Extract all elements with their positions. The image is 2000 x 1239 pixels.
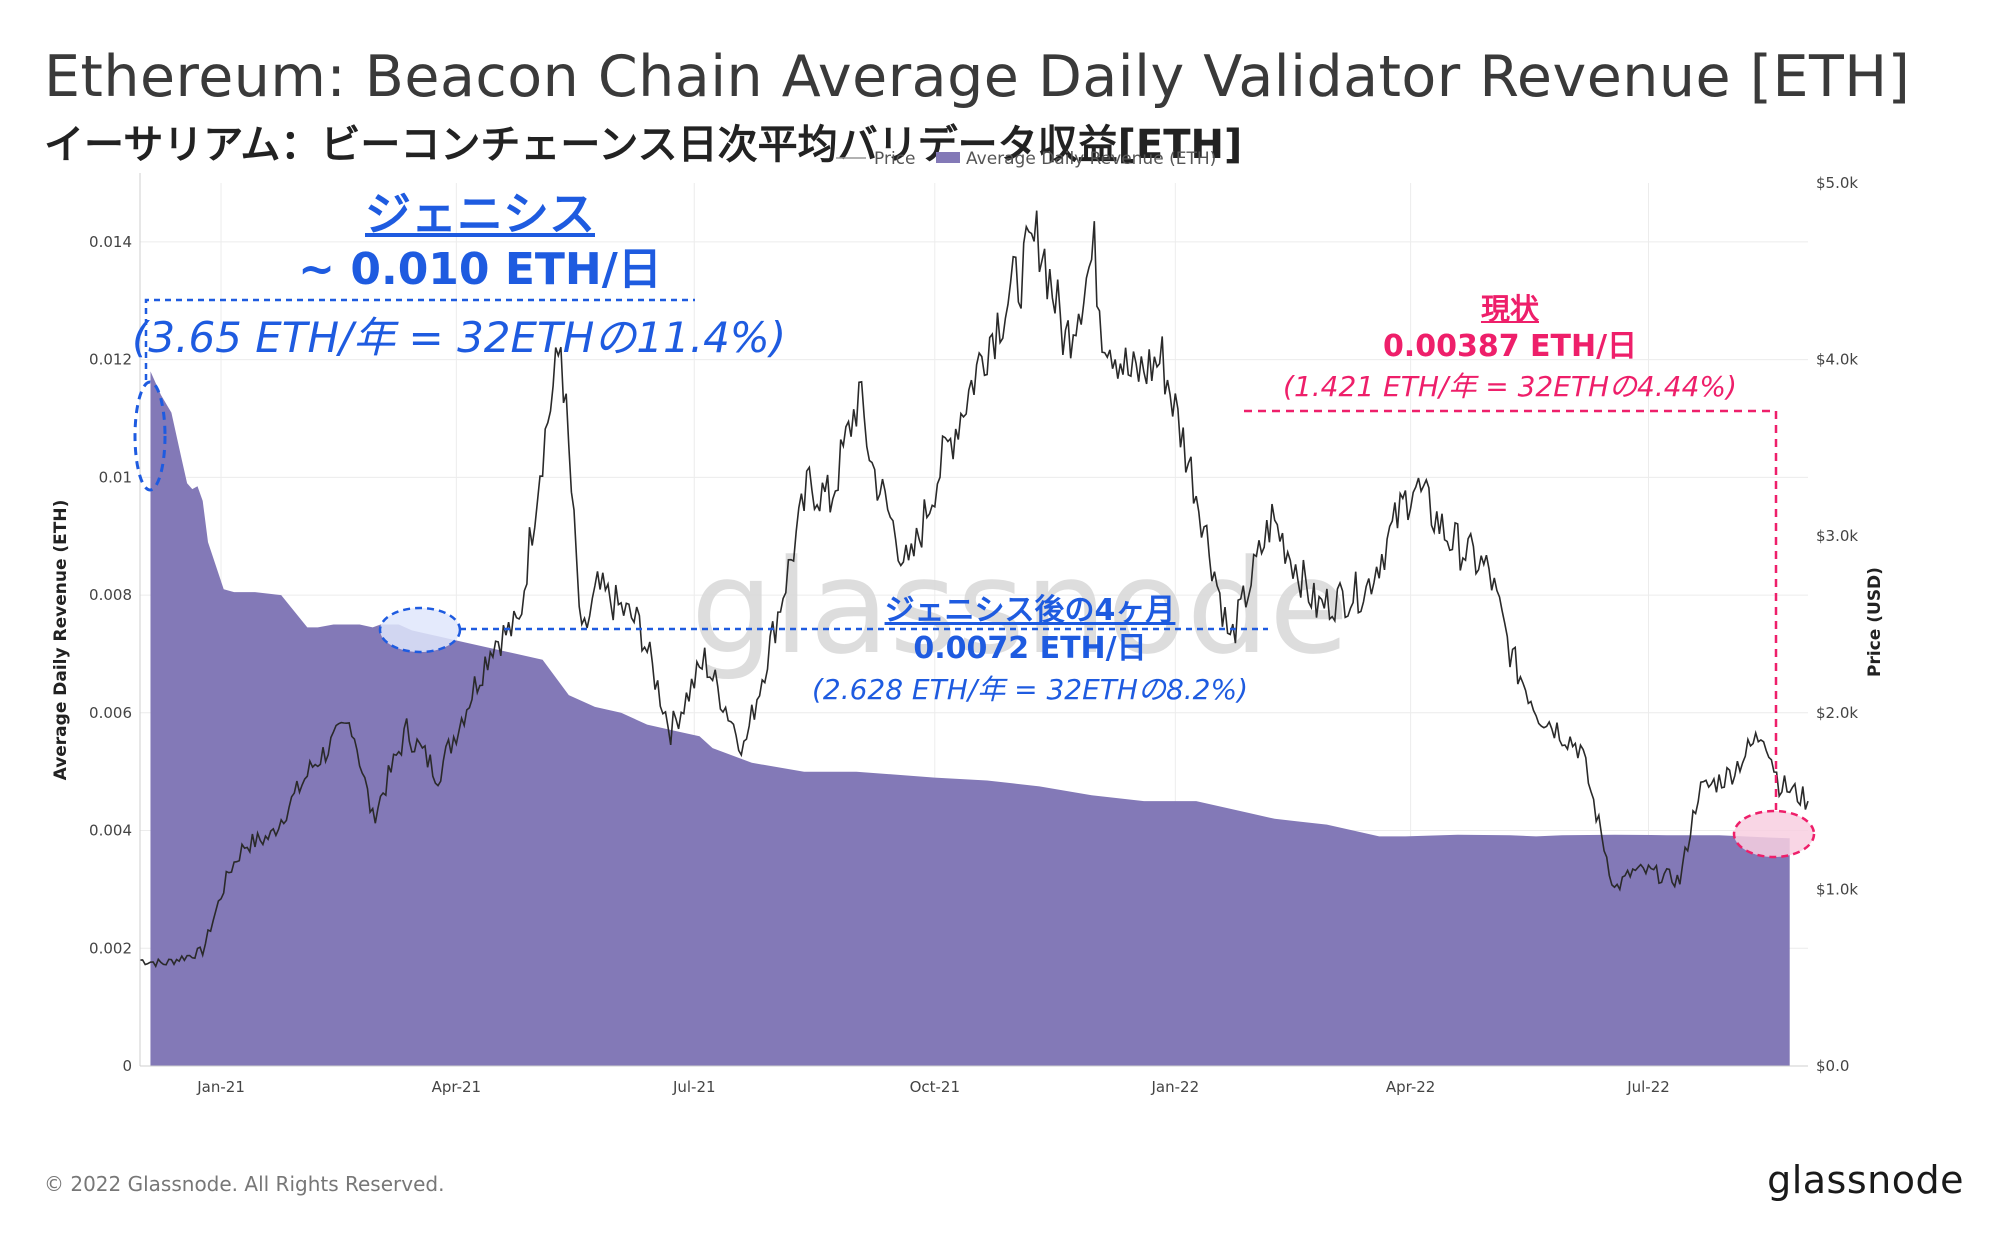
legend-revenue-swatch <box>936 152 960 163</box>
after-genesis-marker <box>378 606 462 654</box>
page-title: Ethereum: Beacon Chain Average Daily Val… <box>44 44 1911 110</box>
y-tick-label: 0.014 <box>89 233 132 251</box>
y2-axis-label: Price (USD) <box>1865 567 1885 677</box>
legend-revenue-label: Average Daily Revenue (ETH) <box>966 149 1216 169</box>
current-title: 現状 <box>1480 292 1539 326</box>
chart-axes: 0 0.002 0.004 0.006 0.008 0.01 0.012 0.014 $0.0 $… <box>89 173 1858 1096</box>
after-genesis-title: ジェニシス後の4ヶ月 <box>884 593 1176 628</box>
x-tick-label: Jul-22 <box>1626 1078 1670 1096</box>
copyright: © 2022 Glassnode. All Rights Reserved. <box>44 1172 445 1196</box>
y-tick-label: 0.002 <box>89 939 132 957</box>
x-tick-label: Jan-22 <box>1150 1078 1199 1096</box>
current-detail: (1.421 ETH/年 = 32ETHの4.44%) <box>1283 370 1737 403</box>
current-annotation: 現状 0.00387 ETH/日 (1.421 ETH/年 = 32ETHの4.… <box>1240 290 1780 408</box>
x-tick-label: Jul-21 <box>672 1078 716 1096</box>
genesis-marker <box>133 380 167 492</box>
y2-tick-label: $4.0k <box>1816 351 1858 369</box>
genesis-detail: (3.65 ETH/年 = 32ETHの11.4%) <box>132 313 787 362</box>
revenue-area <box>150 371 1790 1066</box>
genesis-connector <box>144 298 695 380</box>
genesis-title: ジェニシス <box>365 187 595 241</box>
y-axis-label: Average Daily Revenue (ETH) <box>51 500 71 781</box>
y2-tick-label: $1.0k <box>1816 880 1858 898</box>
annotation-marks <box>133 298 1816 859</box>
genesis-annotation: ジェニシス ~ 0.010 ETH/日 <box>230 186 730 298</box>
current-marker <box>1732 809 1816 859</box>
glassnode-logo: glassnode <box>1767 1158 1964 1202</box>
after-genesis-value: 0.0072 ETH/日 <box>913 631 1147 666</box>
y-tick-label: 0.01 <box>99 468 132 486</box>
x-tick-label: Apr-21 <box>432 1078 482 1096</box>
legend-price-label: Price <box>874 149 915 169</box>
y2-tick-label: $0.0 <box>1816 1057 1849 1075</box>
after-genesis-detail: (2.628 ETH/年 = 32ETHの8.2%) <box>811 673 1249 706</box>
y-tick-label: 0.008 <box>89 586 132 604</box>
y2-tick-label: $5.0k <box>1816 174 1858 192</box>
y-tick-label: 0 <box>122 1057 132 1075</box>
current-value: 0.00387 ETH/日 <box>1382 329 1638 364</box>
watermark: glassnode <box>691 531 1349 683</box>
price-line <box>139 210 1809 969</box>
y-tick-label: 0.012 <box>89 351 132 369</box>
y2-tick-label: $3.0k <box>1816 527 1858 545</box>
x-tick-label: Jan-21 <box>196 1078 245 1096</box>
genesis-value: ~ 0.010 ETH/日 <box>298 244 662 295</box>
x-tick-label: Apr-22 <box>1386 1078 1436 1096</box>
page-subtitle: イーサリアム：ビーコンチェーンス日次平均バリデータ収益[ETH] <box>44 122 1243 168</box>
y-tick-label: 0.006 <box>89 704 132 722</box>
chart-grid <box>140 183 1808 1067</box>
after-genesis-annotation: ジェニシス後の4ヶ月 0.0072 ETH/日 (2.628 ETH/年 = 3… <box>780 592 1280 712</box>
y2-tick-label: $2.0k <box>1816 704 1858 722</box>
y-tick-label: 0.004 <box>89 822 132 840</box>
x-tick-label: Oct-21 <box>910 1078 960 1096</box>
current-connector <box>1244 409 1778 810</box>
chart-legend: Price Average Daily Revenue (ETH) <box>836 149 1216 169</box>
